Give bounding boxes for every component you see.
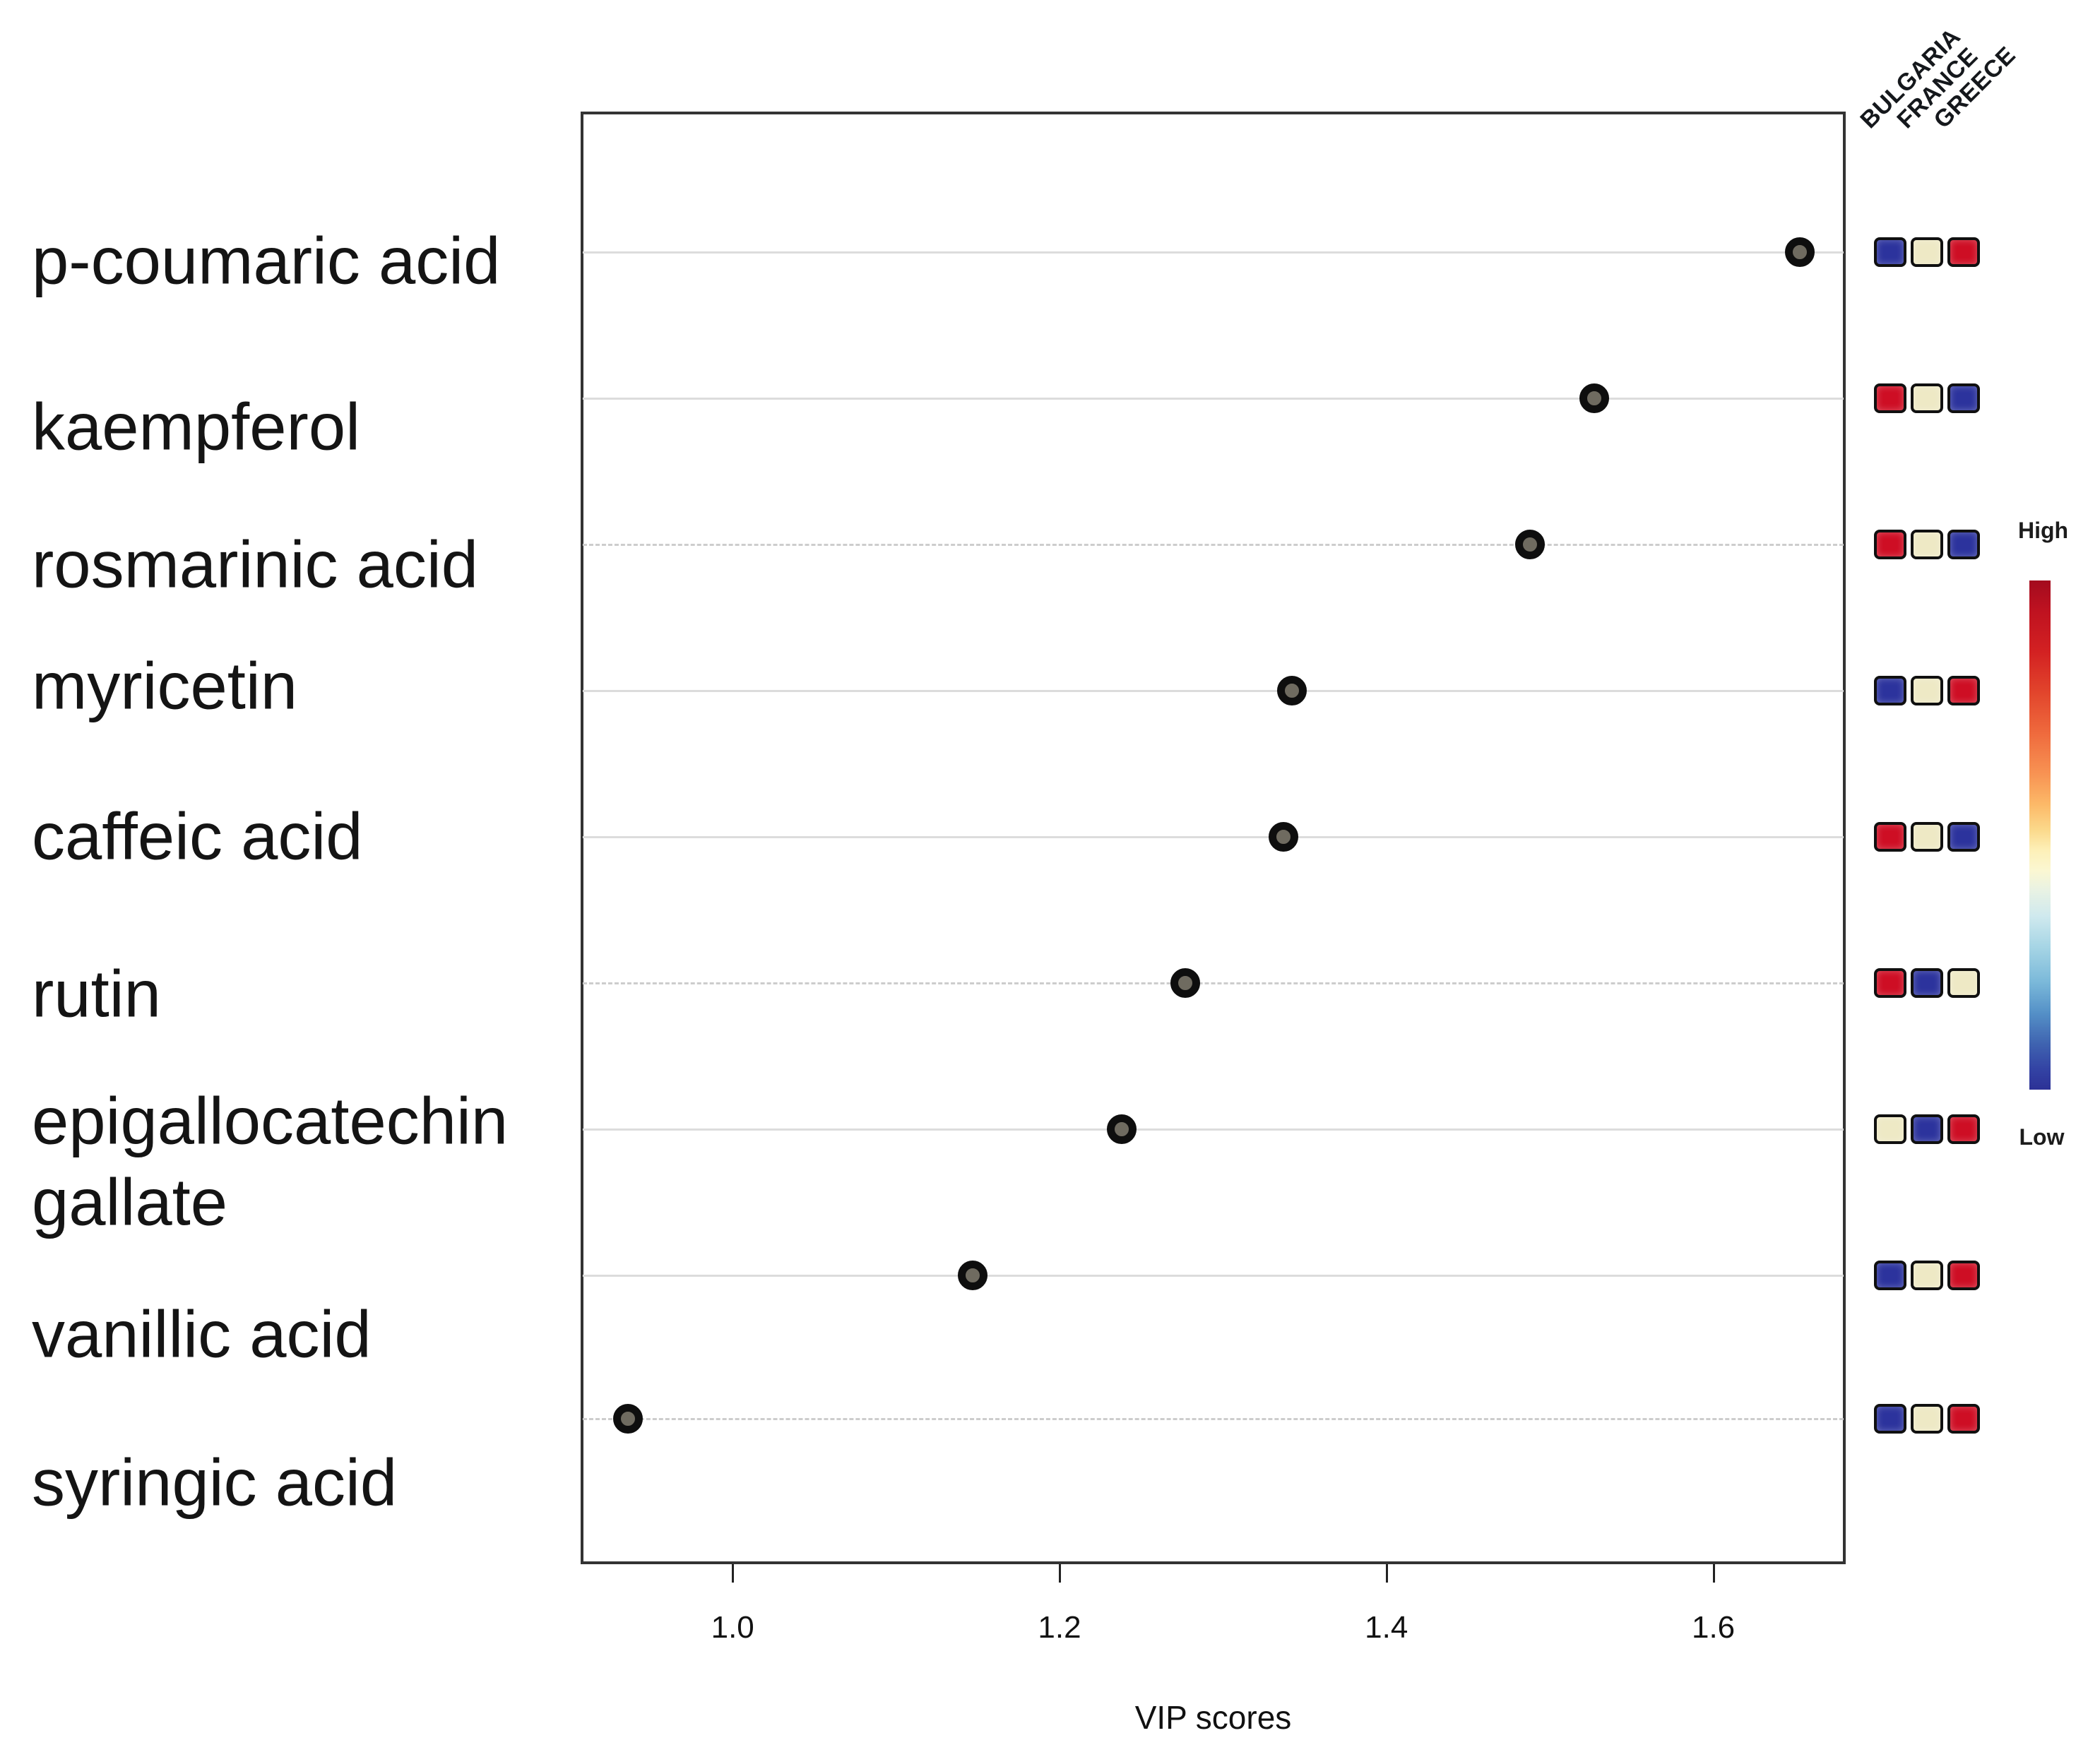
heatmap-cell xyxy=(1947,1261,1980,1290)
x-axis-tick xyxy=(1385,1564,1388,1583)
vip-dot xyxy=(958,1261,988,1290)
heatmap-cell xyxy=(1874,676,1906,705)
heatmap-cell xyxy=(1947,968,1980,998)
vip-dot xyxy=(1269,822,1298,852)
x-axis-tick-label: 1.4 xyxy=(1365,1610,1408,1645)
heatmap-cell xyxy=(1911,1404,1943,1434)
x-axis-tick-label: 1.6 xyxy=(1691,1610,1736,1645)
heatmap-cell xyxy=(1874,237,1906,267)
row-label: rosmarinic acid xyxy=(32,527,479,602)
row-label: p-coumaric acid xyxy=(32,223,501,298)
heatmap-cell xyxy=(1947,530,1980,559)
row-label: caffeic acid xyxy=(32,799,363,874)
heatmap-cell xyxy=(1874,1261,1906,1290)
legend-gradient-bar xyxy=(2029,580,2051,1090)
heatmap-cell xyxy=(1947,1114,1980,1144)
gridline xyxy=(583,690,1844,692)
heatmap-cell xyxy=(1947,237,1980,267)
vip-dot xyxy=(1170,968,1201,998)
gridline xyxy=(583,1275,1844,1277)
vip-dot xyxy=(1106,1114,1137,1144)
heatmap-cell xyxy=(1947,383,1980,413)
gridline xyxy=(583,836,1844,838)
gridline xyxy=(583,398,1844,400)
x-axis-tick-label: 1.2 xyxy=(1038,1610,1081,1645)
gridline xyxy=(583,251,1844,254)
heatmap-cell xyxy=(1911,1261,1943,1290)
heatmap-cell xyxy=(1947,1404,1980,1434)
heatmap-cell xyxy=(1911,676,1943,705)
heatmap-cell xyxy=(1947,676,1980,705)
vip-dot xyxy=(613,1404,643,1434)
heatmap-cell xyxy=(1911,237,1943,267)
gridline xyxy=(583,1128,1844,1131)
heatmap-cell xyxy=(1911,1114,1943,1144)
row-label: syringic acid xyxy=(32,1445,398,1520)
heatmap-cell xyxy=(1911,822,1943,852)
gridline xyxy=(583,982,1844,984)
legend-high-label: High xyxy=(2017,518,2069,543)
heatmap-cell xyxy=(1874,1114,1906,1144)
heatmap-cell xyxy=(1911,968,1943,998)
heatmap-cell xyxy=(1874,968,1906,998)
x-axis-tick xyxy=(1712,1564,1715,1583)
x-axis-tick xyxy=(732,1564,735,1583)
row-label: myricetin xyxy=(32,648,298,723)
x-axis-title: VIP scores xyxy=(1134,1699,1292,1736)
heatmap-cell xyxy=(1911,383,1943,413)
heatmap-cell xyxy=(1874,383,1906,413)
heatmap-cell xyxy=(1911,530,1943,559)
vip-dot xyxy=(1515,530,1546,559)
row-label: rutin xyxy=(32,956,161,1031)
x-axis-tick-label: 1.0 xyxy=(711,1610,754,1645)
legend-low-label: Low xyxy=(2019,1124,2065,1150)
heatmap-cell xyxy=(1874,822,1906,852)
heatmap-cell xyxy=(1874,1404,1906,1434)
heatmap-cell xyxy=(1947,822,1980,852)
vip-dot xyxy=(1785,237,1815,267)
x-axis-tick xyxy=(1058,1564,1061,1583)
vip-dot xyxy=(1579,383,1609,413)
row-label: kaempferol xyxy=(32,389,360,464)
heatmap-cell xyxy=(1874,530,1906,559)
row-label: epigallocatechin gallate xyxy=(32,1083,509,1239)
vip-dot xyxy=(1276,676,1307,705)
row-label: vanillic acid xyxy=(32,1297,372,1371)
gridline xyxy=(583,544,1844,546)
gridline xyxy=(583,1418,1844,1420)
